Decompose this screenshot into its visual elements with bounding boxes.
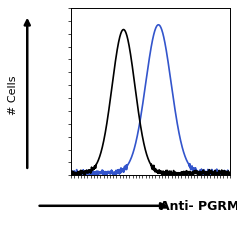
Text: Anti- PGRMC2: Anti- PGRMC2 xyxy=(160,199,237,212)
Text: # Cells: # Cells xyxy=(8,75,18,114)
